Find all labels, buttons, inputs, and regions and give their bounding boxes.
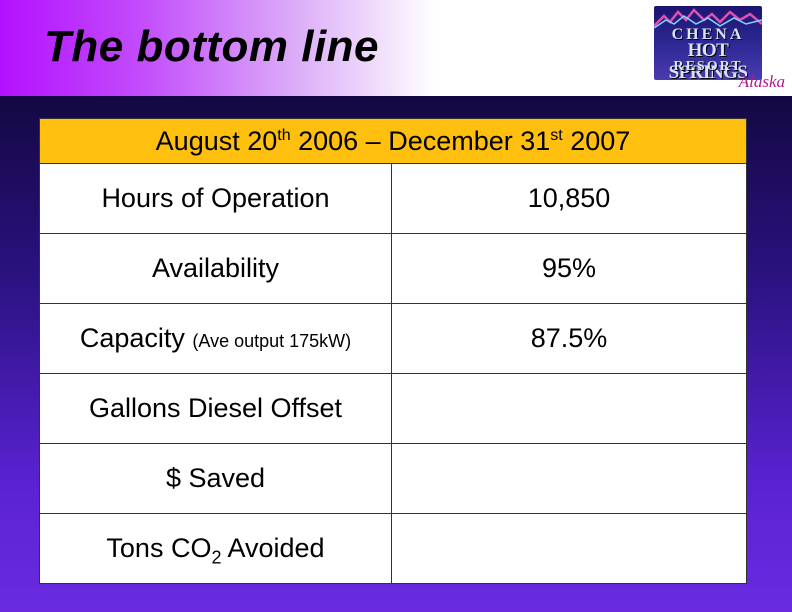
logo-line-chena: CHENA [671,26,745,43]
logo-line-alaska: Alaska [738,72,785,91]
logo-line-hot-springs: HOT SPRINGS [668,40,748,83]
row-value-co2 [391,513,747,584]
row-label-diesel: Gallons Diesel Offset [39,373,392,444]
row-value-saved [391,443,747,514]
row-value-diesel [391,373,747,444]
row-value-hours: 10,850 [391,163,747,234]
table-row: Capacity (Ave output 175kW) 87.5% [39,303,747,374]
table-header-row: August 20th 2006 – December 31st 2007 [39,118,747,164]
date-range-header: August 20th 2006 – December 31st 2007 [39,118,747,164]
table-row: Gallons Diesel Offset [39,373,747,444]
row-value-capacity: 87.5% [391,303,747,374]
row-label-co2: Tons CO2 Avoided [39,513,392,584]
logo-line-resort: RESORT [673,59,743,74]
row-label-capacity: Capacity (Ave output 175kW) [39,303,392,374]
table-row: Hours of Operation 10,850 [39,163,747,234]
table-row: Tons CO2 Avoided [39,513,747,584]
slide-title: The bottom line [44,22,380,71]
capacity-note: (Ave output 175kW) [192,331,352,351]
table-row: Availability 95% [39,233,747,304]
table-row: $ Saved [39,443,747,514]
mountain-icon [654,8,762,29]
bottom-line-table: August 20th 2006 – December 31st 2007 Ho… [39,118,747,584]
row-label-saved: $ Saved [39,443,392,514]
row-label-availability: Availability [39,233,392,304]
chena-hot-springs-logo: CHENA HOT SPRINGS RESORT Alaska [651,4,787,94]
row-value-availability: 95% [391,233,747,304]
row-label-hours: Hours of Operation [39,163,392,234]
